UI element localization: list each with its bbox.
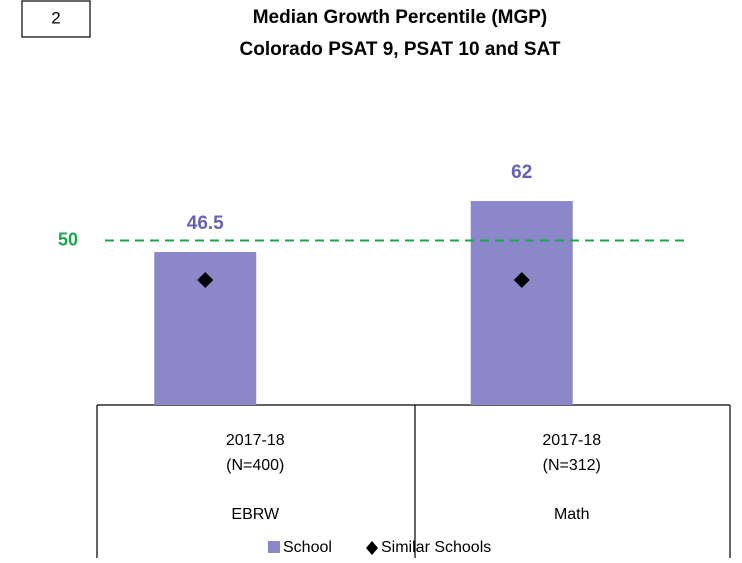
value-label: 62 [511, 162, 532, 183]
value-label: 46.5 [187, 213, 224, 234]
x-count-label: (N=312) [543, 457, 601, 474]
x-count-label: (N=400) [226, 457, 284, 474]
x-period-label: 2017-18 [542, 432, 601, 449]
reference-label: 50 [58, 229, 78, 249]
chart-subtitle: Colorado PSAT 9, PSAT 10 and SAT [240, 39, 561, 60]
chart-title: Median Growth Percentile (MGP) [253, 7, 548, 28]
diamond-marker [513, 271, 530, 288]
legend-label: School [283, 539, 332, 556]
legend-swatch [268, 541, 280, 553]
x-tick-label: Math [554, 506, 590, 523]
badge-box [21, 0, 91, 38]
diamond-marker [197, 271, 214, 288]
x-tick-label: EBRW [231, 506, 280, 523]
x-period-label: 2017-18 [226, 432, 285, 449]
legend-label: Similar Schools [381, 539, 491, 556]
legend-swatch [366, 541, 378, 555]
bar [470, 201, 573, 405]
badge: 2 [51, 8, 60, 27]
